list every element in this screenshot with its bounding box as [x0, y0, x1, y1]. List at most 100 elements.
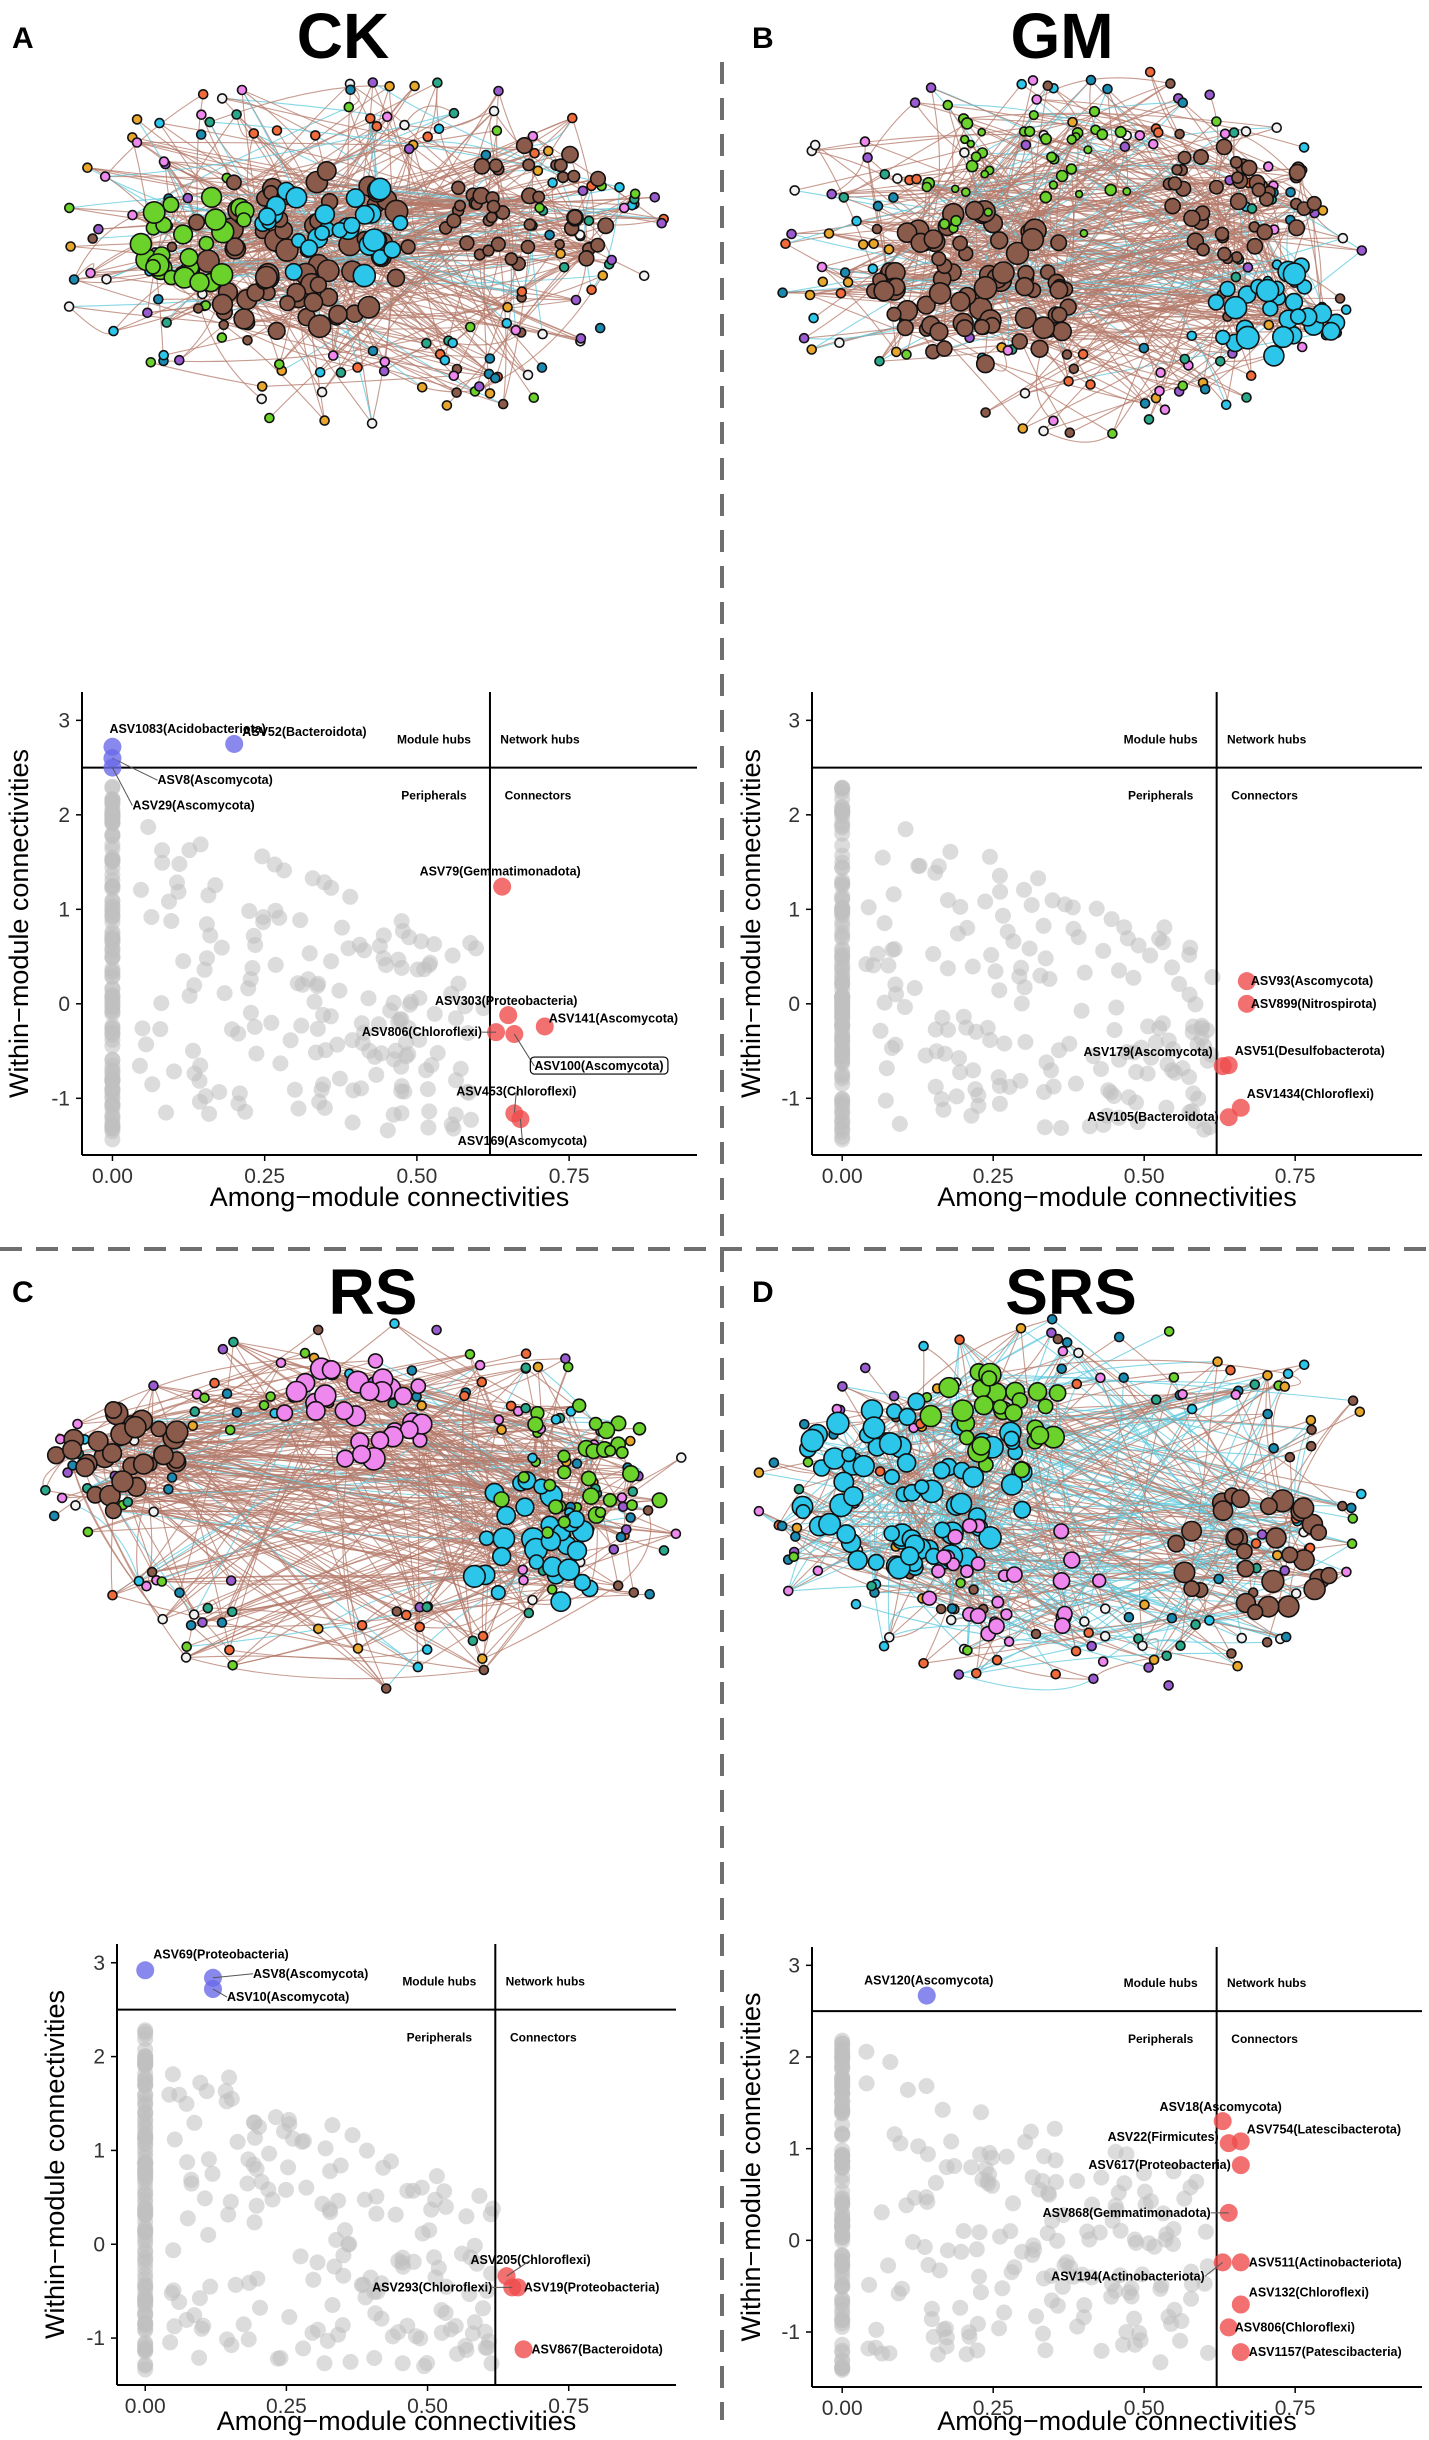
- y-tick-label: 3: [93, 1952, 105, 1975]
- network-node: [1161, 1650, 1172, 1662]
- network-node: [1230, 251, 1243, 264]
- network-node: [198, 235, 215, 252]
- network-node: [589, 170, 607, 187]
- network-node: [153, 293, 164, 305]
- network-node: [314, 225, 330, 241]
- network-edge: [893, 313, 1233, 355]
- point-label: ASV8(Ascomycota): [157, 773, 272, 787]
- network-node: [1241, 392, 1252, 403]
- network-node: [1123, 1611, 1135, 1623]
- grey-point: [179, 2210, 196, 2227]
- network-edge: [989, 1359, 1289, 1376]
- grey-point: [834, 996, 851, 1013]
- point-label: ASV10(Ascomycota): [227, 1990, 349, 2004]
- network-edge: [140, 164, 529, 245]
- grey-point: [1197, 2223, 1214, 2240]
- network-edge: [1073, 191, 1292, 370]
- network-node: [328, 304, 348, 325]
- network-node: [627, 1486, 639, 1497]
- grey-point: [280, 2111, 297, 2128]
- network-node: [1334, 293, 1346, 304]
- network-node: [537, 328, 548, 340]
- network-node: [409, 80, 420, 92]
- network-node: [370, 1431, 390, 1450]
- network-node: [1279, 1381, 1291, 1392]
- network-node: [204, 116, 216, 128]
- network-node: [798, 332, 810, 344]
- grey-point: [324, 2117, 341, 2134]
- grey-point: [137, 2228, 154, 2245]
- grey-point: [834, 914, 851, 931]
- network-node: [542, 145, 554, 157]
- network-node: [918, 1658, 929, 1669]
- grey-point: [342, 2353, 359, 2370]
- grey-point: [1091, 2224, 1108, 2241]
- network-node: [93, 223, 104, 235]
- grey-point: [322, 2204, 339, 2221]
- network-node: [1245, 370, 1257, 382]
- grey-point: [834, 1090, 851, 1107]
- grey-point: [426, 936, 443, 953]
- grey-point: [881, 2345, 898, 2362]
- network-edge: [804, 327, 906, 340]
- grey-point: [183, 2175, 200, 2192]
- network-node: [1284, 1451, 1296, 1463]
- network-node: [931, 251, 947, 267]
- hub-point: [917, 1986, 936, 2005]
- network-node: [210, 263, 234, 287]
- network-node: [786, 228, 797, 240]
- grey-point: [1022, 2123, 1039, 2140]
- connector-point: [1231, 2343, 1250, 2362]
- network-node: [928, 281, 952, 305]
- network-nodes: [40, 1318, 687, 1694]
- grey-point: [834, 854, 851, 871]
- grey-point: [223, 2337, 240, 2354]
- grey-point: [1014, 2243, 1031, 2260]
- network-node: [1065, 163, 1078, 175]
- network-node: [606, 254, 618, 266]
- network-edge: [811, 121, 1073, 152]
- grey-point: [1133, 1039, 1150, 1056]
- network-node: [1346, 1502, 1357, 1514]
- grey-point: [379, 1122, 396, 1139]
- network-edge: [963, 118, 1362, 252]
- grey-point: [1140, 1018, 1157, 1035]
- network-node: [367, 77, 379, 88]
- network-node: [356, 1620, 368, 1631]
- network-node: [386, 268, 406, 288]
- network-node: [965, 159, 979, 173]
- network-node: [983, 207, 993, 217]
- x-tick-label: 0.25: [973, 1165, 1014, 1188]
- network-node: [1013, 1500, 1032, 1519]
- grey-point: [951, 1050, 967, 1067]
- network-node: [46, 1446, 66, 1465]
- network-node: [488, 105, 500, 117]
- grey-point: [991, 867, 1008, 884]
- grey-point: [1200, 2344, 1217, 2361]
- network-node: [874, 355, 885, 367]
- network-node: [393, 1386, 413, 1406]
- network-node: [185, 1620, 197, 1631]
- network-node: [973, 1395, 994, 1416]
- grey-point: [996, 1035, 1013, 1052]
- network-node: [670, 1528, 682, 1540]
- grey-point: [162, 2334, 179, 2351]
- network-node: [573, 1573, 592, 1592]
- network-node: [421, 337, 432, 349]
- network-node: [142, 201, 166, 225]
- grey-point: [158, 1104, 174, 1121]
- network-node: [1139, 398, 1151, 409]
- network-edge: [150, 361, 263, 387]
- y-tick-label: 1: [58, 898, 70, 921]
- grey-point: [235, 2316, 252, 2333]
- network-node: [1118, 1372, 1129, 1383]
- network-node: [823, 228, 835, 239]
- network-node: [158, 156, 170, 167]
- network-edge: [821, 266, 897, 353]
- network-node: [224, 1424, 236, 1436]
- grey-point: [948, 1088, 965, 1105]
- grey-point: [994, 2280, 1011, 2297]
- grey-point: [186, 2114, 203, 2131]
- network-node: [529, 147, 540, 159]
- network-node: [1014, 276, 1035, 297]
